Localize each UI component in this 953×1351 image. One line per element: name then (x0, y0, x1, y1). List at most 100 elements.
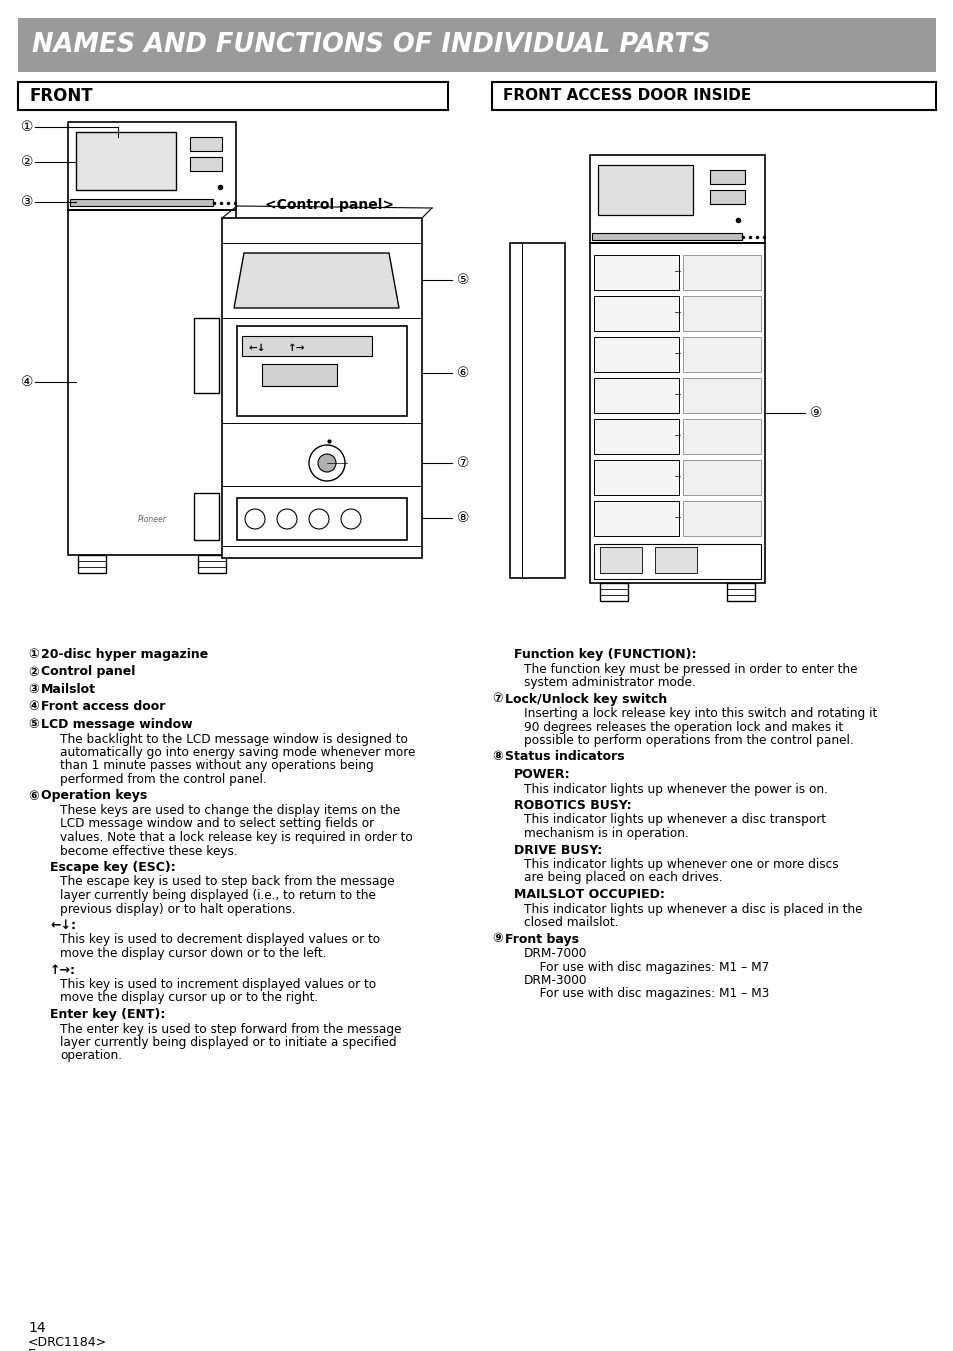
Text: En: En (28, 1348, 44, 1351)
Text: ↑→: ↑→ (288, 343, 305, 353)
Bar (262, 363, 336, 386)
Text: POWER:: POWER: (514, 767, 570, 781)
Text: are being placed on each drives.: are being placed on each drives. (523, 871, 721, 885)
Bar (682, 419, 760, 454)
Text: For use with disc magazines: M1 – M3: For use with disc magazines: M1 – M3 (523, 988, 768, 1001)
Bar (198, 555, 226, 573)
Text: This indicator lights up whenever one or more discs: This indicator lights up whenever one or… (523, 858, 838, 871)
Text: Lock/Unlock key switch: Lock/Unlock key switch (504, 693, 666, 705)
Bar (709, 170, 744, 184)
Text: ④: ④ (28, 701, 38, 713)
Text: ⑨: ⑨ (809, 407, 821, 420)
Text: previous display) or to halt operations.: previous display) or to halt operations. (60, 902, 295, 916)
Bar (18, 82, 448, 109)
Bar (589, 243, 764, 584)
Bar (655, 547, 697, 573)
Text: values. Note that a lock release key is required in order to: values. Note that a lock release key is … (60, 831, 413, 844)
Text: ②: ② (28, 666, 38, 678)
Bar (682, 378, 760, 413)
Circle shape (276, 509, 296, 530)
Text: ③: ③ (22, 195, 34, 209)
Bar (68, 122, 235, 209)
Bar (70, 199, 213, 205)
Bar (599, 547, 641, 573)
Text: This indicator lights up whenever a disc transport: This indicator lights up whenever a disc… (523, 813, 825, 827)
Text: system administrator mode.: system administrator mode. (523, 676, 695, 689)
Bar (594, 378, 679, 413)
Bar (594, 419, 679, 454)
Text: Status indicators: Status indicators (504, 751, 624, 763)
Bar (594, 501, 679, 536)
Text: This indicator lights up whenever a disc is placed in the: This indicator lights up whenever a disc… (523, 902, 862, 916)
Text: For use with disc magazines: M1 – M7: For use with disc magazines: M1 – M7 (523, 961, 768, 974)
Circle shape (245, 509, 265, 530)
Text: ①: ① (28, 648, 38, 661)
Text: Inserting a lock release key into this switch and rotating it: Inserting a lock release key into this s… (523, 707, 877, 720)
Text: DRM-3000: DRM-3000 (523, 974, 587, 988)
Text: operation.: operation. (60, 1050, 122, 1062)
Bar (709, 190, 744, 204)
Text: LCD message window: LCD message window (41, 717, 193, 731)
Bar (682, 336, 760, 372)
Bar (592, 232, 741, 240)
Bar (682, 296, 760, 331)
Text: FRONT ACCESS DOOR INSIDE: FRONT ACCESS DOOR INSIDE (502, 89, 750, 104)
Text: ③: ③ (28, 684, 38, 696)
Text: ⑧: ⑧ (456, 511, 469, 526)
Bar (236, 499, 407, 540)
Bar (68, 209, 235, 555)
Text: FRONT: FRONT (30, 86, 93, 105)
Text: <DRC1184>: <DRC1184> (28, 1336, 107, 1348)
Bar (78, 555, 106, 573)
Bar (589, 155, 764, 243)
Bar (682, 501, 760, 536)
Text: ⑥: ⑥ (456, 366, 469, 380)
Text: ←↓: ←↓ (248, 343, 266, 353)
Bar (492, 82, 935, 109)
Text: MAILSLOT OCCUPIED:: MAILSLOT OCCUPIED: (514, 888, 664, 901)
Bar (682, 459, 760, 494)
Text: The backlight to the LCD message window is designed to: The backlight to the LCD message window … (60, 732, 408, 746)
Text: 20-disc hyper magazine: 20-disc hyper magazine (41, 648, 208, 661)
Bar (222, 218, 421, 558)
Text: move the display cursor down or to the left.: move the display cursor down or to the l… (60, 947, 326, 961)
Bar (510, 243, 564, 578)
Bar (594, 544, 760, 580)
Text: ④: ④ (22, 376, 34, 389)
Text: layer currently being displayed or to initiate a specified: layer currently being displayed or to in… (60, 1036, 396, 1048)
Text: Mailslot: Mailslot (41, 684, 96, 696)
Text: ROBOTICS BUSY:: ROBOTICS BUSY: (514, 798, 631, 812)
Bar (242, 336, 372, 357)
Text: This indicator lights up whenever the power is on.: This indicator lights up whenever the po… (523, 782, 827, 796)
Text: 90 degrees releases the operation lock and makes it: 90 degrees releases the operation lock a… (523, 720, 842, 734)
Text: closed mailslot.: closed mailslot. (523, 916, 618, 929)
Bar (682, 255, 760, 290)
Bar (594, 296, 679, 331)
Text: Control panel: Control panel (41, 666, 135, 678)
Bar (726, 584, 754, 601)
Text: The enter key is used to step forward from the message: The enter key is used to step forward fr… (60, 1023, 401, 1035)
Text: move the display cursor up or to the right.: move the display cursor up or to the rig… (60, 992, 317, 1005)
Text: ↑→:: ↑→: (50, 963, 76, 977)
Text: Pioneer: Pioneer (137, 516, 166, 524)
Bar (190, 136, 222, 151)
Bar (598, 165, 692, 215)
Bar (599, 584, 627, 601)
Polygon shape (233, 253, 398, 308)
Text: This key is used to decrement displayed values or to: This key is used to decrement displayed … (60, 934, 379, 947)
Text: ⑦: ⑦ (456, 457, 469, 470)
Bar (193, 317, 219, 393)
Text: ⑤: ⑤ (28, 717, 38, 731)
Text: Operation keys: Operation keys (41, 789, 147, 802)
Text: mechanism is in operation.: mechanism is in operation. (523, 827, 688, 840)
Circle shape (317, 454, 335, 471)
Text: become effective these keys.: become effective these keys. (60, 844, 237, 858)
Text: Enter key (ENT):: Enter key (ENT): (50, 1008, 165, 1021)
Text: ⑧: ⑧ (492, 751, 502, 763)
Text: Escape key (ESC):: Escape key (ESC): (50, 861, 175, 874)
Text: ⑥: ⑥ (28, 789, 38, 802)
Text: ⑦: ⑦ (492, 693, 502, 705)
Text: ①: ① (22, 120, 34, 134)
Bar (193, 493, 219, 540)
Text: NAMES AND FUNCTIONS OF INDIVIDUAL PARTS: NAMES AND FUNCTIONS OF INDIVIDUAL PARTS (32, 32, 710, 58)
